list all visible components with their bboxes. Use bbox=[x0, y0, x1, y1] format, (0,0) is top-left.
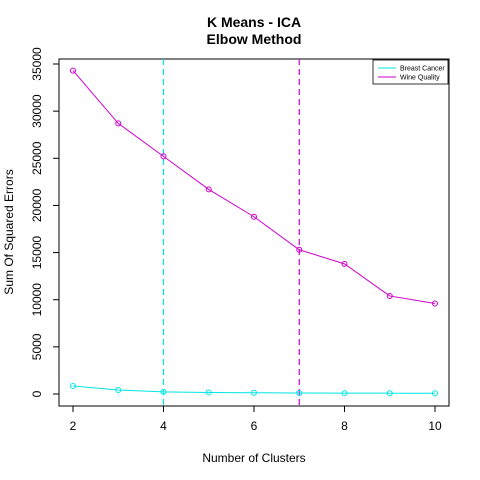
data-point-breast-cancer bbox=[160, 388, 167, 395]
data-point-breast-cancer bbox=[296, 389, 303, 396]
data-point-wine-quality bbox=[251, 213, 257, 220]
series-layer bbox=[70, 67, 438, 397]
y-tick-label: 25000 bbox=[30, 141, 44, 175]
data-point-wine-quality bbox=[115, 120, 122, 127]
data-point-wine-quality bbox=[386, 292, 393, 299]
legend-box bbox=[372, 59, 449, 85]
x-axis-label: Number of Clusters bbox=[202, 451, 305, 465]
x-tick-label: 6 bbox=[251, 419, 258, 433]
x-tick-label: 8 bbox=[341, 419, 348, 433]
reference-lines bbox=[162, 59, 300, 406]
x-axis: 2 4 6 8 10 bbox=[70, 406, 442, 433]
y-tick-label: 20000 bbox=[30, 188, 44, 222]
legend-label-breast-cancer: Breast Cancer bbox=[400, 66, 445, 73]
y-tick-label: 0 bbox=[30, 390, 44, 397]
data-point-breast-cancer bbox=[251, 389, 257, 396]
y-tick-label: 30000 bbox=[30, 94, 44, 128]
x-tick-label: 2 bbox=[70, 419, 77, 433]
x-tick-label: 4 bbox=[160, 419, 167, 433]
data-point-breast-cancer bbox=[341, 390, 348, 397]
series-line-breast-cancer bbox=[72, 385, 436, 394]
data-point-wine-quality bbox=[432, 300, 438, 307]
data-point-breast-cancer bbox=[205, 389, 212, 396]
y-tick-label: 5000 bbox=[30, 333, 44, 360]
series-line-wine-quality bbox=[72, 70, 436, 304]
y-axis-label: Sum Of Squared Errors bbox=[2, 169, 16, 294]
chart-subtitle: Elbow Method bbox=[207, 31, 302, 47]
data-point-breast-cancer bbox=[386, 390, 393, 397]
y-tick-label: 10000 bbox=[30, 283, 44, 317]
data-point-wine-quality bbox=[341, 260, 348, 267]
y-axis: 0 5000 10000 15000 20000 25000 30000 35000 bbox=[30, 47, 59, 397]
data-point-wine-quality bbox=[205, 186, 212, 193]
data-point-breast-cancer bbox=[115, 387, 122, 394]
y-tick-label: 15000 bbox=[30, 236, 44, 270]
legend: Breast Cancer Wine Quality bbox=[372, 59, 449, 85]
legend-label-wine-quality: Wine Quality bbox=[400, 75, 440, 82]
data-point-breast-cancer bbox=[70, 382, 76, 389]
data-point-breast-cancer bbox=[432, 390, 438, 397]
data-point-wine-quality bbox=[160, 153, 167, 160]
data-point-wine-quality bbox=[296, 246, 303, 253]
y-tick-label: 35000 bbox=[30, 47, 44, 81]
data-point-wine-quality bbox=[70, 67, 76, 74]
x-tick-label: 10 bbox=[428, 419, 442, 433]
chart-title: K Means - ICA bbox=[207, 14, 301, 30]
